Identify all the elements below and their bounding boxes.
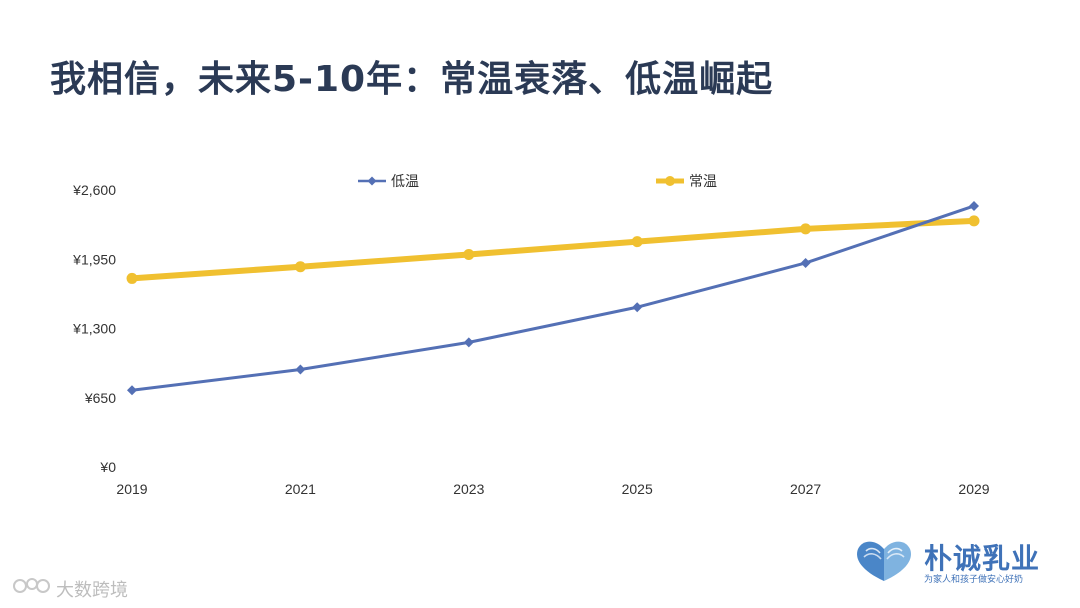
watermark-text: 大数跨境 — [56, 580, 128, 601]
legend-marker — [367, 176, 377, 186]
data-point — [631, 236, 643, 248]
data-point — [800, 257, 811, 268]
brand-name: 朴诚乳业 — [924, 542, 1041, 575]
legend-marker — [665, 176, 675, 186]
legend-item: 低温 — [358, 174, 419, 190]
y-axis: ¥0 ¥650 ¥1,300 ¥1,950 ¥2,600 — [72, 182, 116, 475]
y-tick-label: ¥1,300 — [72, 321, 116, 337]
legend: 低温 常温 — [358, 174, 717, 190]
brand-slogan: 为家人和孩子做安心好奶 — [924, 575, 1024, 585]
data-point — [632, 302, 643, 313]
data-point — [968, 215, 980, 227]
brand-logo: 朴诚乳业 为家人和孩子做安心好奶 — [852, 535, 1052, 585]
y-tick-label: ¥0 — [99, 459, 116, 475]
data-point — [969, 200, 979, 211]
x-tick-label: 2025 — [622, 481, 653, 497]
series-layer — [126, 200, 980, 396]
x-tick-label: 2019 — [116, 481, 147, 497]
page-title: 我相信，未来5-10年：常温衰落、低温崛起 — [50, 59, 774, 100]
data-point — [463, 248, 475, 260]
x-tick-label: 2021 — [285, 481, 316, 497]
data-point — [463, 337, 474, 348]
x-tick-label: 2027 — [790, 481, 821, 497]
watermark-logo-icon — [13, 578, 50, 593]
legend-label: 常温 — [689, 174, 717, 190]
data-point — [127, 385, 137, 396]
data-point — [294, 261, 306, 273]
y-tick-label: ¥1,950 — [72, 251, 116, 267]
series-line — [130, 204, 976, 392]
y-tick-label: ¥2,600 — [72, 182, 116, 198]
series-line — [129, 217, 977, 282]
data-point — [295, 364, 306, 375]
y-tick-label: ¥650 — [84, 390, 116, 406]
data-point — [126, 272, 138, 284]
data-point — [800, 223, 812, 235]
x-tick-label: 2029 — [958, 481, 989, 497]
x-tick-label: 2023 — [453, 481, 484, 497]
legend-label: 低温 — [391, 174, 419, 190]
legend-item: 常温 — [656, 174, 717, 190]
x-axis: 2019 2021 2023 2025 2027 2029 — [116, 481, 989, 497]
series-ambient — [126, 215, 980, 284]
brand-heart-icon — [857, 541, 911, 581]
series-chilled — [127, 200, 979, 396]
